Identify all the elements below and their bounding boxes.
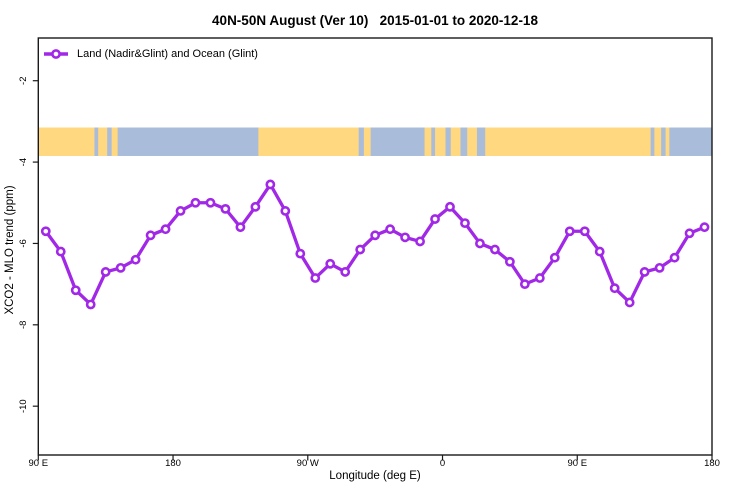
data-point bbox=[415, 236, 425, 247]
data-point bbox=[534, 273, 545, 283]
data-point bbox=[325, 258, 336, 269]
data-point bbox=[310, 273, 321, 283]
series-line bbox=[44, 182, 707, 307]
data-point bbox=[205, 197, 216, 208]
map-band-land-segment bbox=[424, 127, 432, 156]
data-point bbox=[400, 232, 410, 243]
data-point bbox=[280, 206, 291, 216]
x-tick-label: 0 bbox=[440, 458, 445, 469]
data-point bbox=[265, 179, 276, 190]
data-point bbox=[594, 246, 605, 257]
data-point bbox=[355, 244, 366, 255]
data-point bbox=[624, 297, 635, 308]
chart-title: 40N-50N August (Ver 10) 2015-01-01 to 20… bbox=[212, 13, 538, 28]
data-point bbox=[654, 262, 665, 273]
data-point bbox=[579, 226, 590, 237]
data-point bbox=[609, 283, 620, 294]
data-point bbox=[460, 218, 470, 229]
data-point bbox=[145, 230, 156, 241]
map-band-land-segment bbox=[111, 127, 118, 156]
map-band-land-segment bbox=[485, 127, 651, 156]
map-band-land-segment bbox=[654, 127, 662, 156]
data-point bbox=[340, 267, 351, 277]
data-point bbox=[160, 224, 171, 235]
map-band-land-segment bbox=[435, 127, 446, 156]
x-tick-label: 90 E bbox=[29, 458, 49, 469]
data-point bbox=[100, 267, 111, 277]
data-point bbox=[669, 252, 680, 263]
y-tick-label: -8 bbox=[18, 321, 29, 329]
map-band-land-segment bbox=[98, 127, 108, 156]
map-band-land-segment bbox=[363, 127, 371, 156]
map-band-land-segment bbox=[38, 127, 95, 156]
map-band-land-segment bbox=[450, 127, 461, 156]
data-point bbox=[235, 222, 246, 233]
data-point bbox=[220, 203, 231, 214]
data-point bbox=[699, 222, 710, 233]
data-point bbox=[445, 201, 455, 212]
data-point bbox=[475, 238, 485, 249]
data-point bbox=[130, 254, 141, 265]
legend-line-marker-icon bbox=[44, 49, 68, 59]
data-point bbox=[564, 226, 575, 237]
data-point bbox=[684, 228, 695, 239]
plot-border bbox=[37, 37, 713, 456]
y-tick-label: -6 bbox=[18, 239, 29, 247]
data-point bbox=[549, 252, 560, 263]
x-tick-label: 90 W bbox=[297, 458, 319, 469]
data-point bbox=[504, 256, 515, 267]
data-point bbox=[385, 224, 396, 235]
data-point bbox=[430, 214, 440, 224]
y-tick-label: -4 bbox=[18, 158, 29, 166]
legend: Land (Nadir&Glint) and Ocean (Glint) bbox=[44, 48, 258, 60]
data-point bbox=[175, 206, 186, 216]
y-axis-label: XCO2 - MLO trend (ppm) bbox=[4, 185, 16, 315]
data-point bbox=[115, 262, 126, 273]
x-tick-label: 180 bbox=[165, 458, 181, 469]
x-tick-label: 90 E bbox=[567, 458, 587, 469]
x-axis-label: Longitude (deg E) bbox=[329, 470, 421, 482]
data-point bbox=[70, 285, 81, 296]
y-tick-label: -2 bbox=[18, 76, 29, 84]
data-point bbox=[519, 279, 530, 290]
data-point bbox=[250, 201, 261, 212]
y-tick-label: -10 bbox=[18, 399, 29, 413]
data-point bbox=[190, 197, 201, 208]
map-band-land-segment bbox=[467, 127, 477, 156]
data-point bbox=[55, 246, 66, 257]
map-band-land-segment bbox=[665, 127, 670, 156]
data-point bbox=[295, 248, 306, 259]
data-point bbox=[639, 267, 650, 277]
data-point bbox=[85, 299, 96, 310]
map-band-land-segment bbox=[258, 127, 359, 156]
legend-item-label: Land (Nadir&Glint) and Ocean (Glint) bbox=[77, 48, 258, 60]
data-point bbox=[370, 230, 381, 241]
data-point bbox=[490, 244, 500, 255]
data-point bbox=[40, 226, 51, 237]
x-tick-label: 180 bbox=[704, 458, 720, 469]
